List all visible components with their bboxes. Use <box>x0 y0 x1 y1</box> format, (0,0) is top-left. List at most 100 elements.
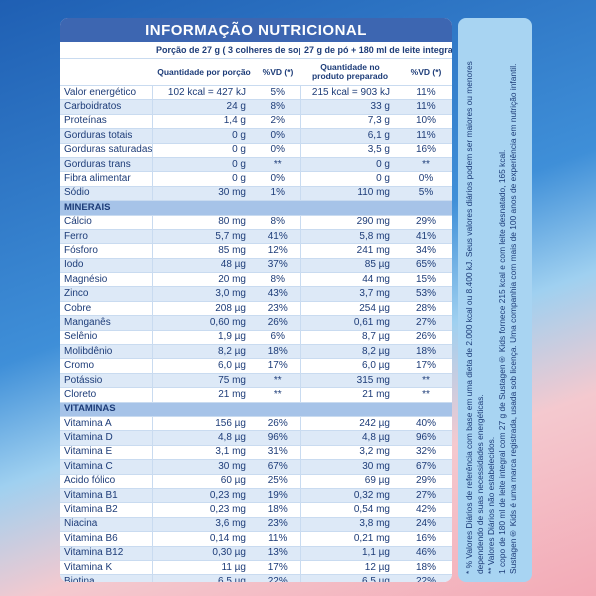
nutrient-value: 48 µg <box>152 258 256 274</box>
nutrient-value: 102 kcal = 427 kJ <box>152 85 256 101</box>
footnote-panel: * % Valores Diários de referência com ba… <box>458 18 532 582</box>
nutrient-name: Niacina <box>60 517 153 533</box>
nutrient-row: Fósforo 85 mg 12% 241 mg 34% <box>60 243 452 259</box>
nutrient-name: Carboidratos <box>60 99 153 115</box>
column-header: %VD (*) <box>400 58 452 86</box>
section-title: MINERAIS <box>60 200 452 216</box>
nutrient-row: Gorduras trans 0 g ** 0 g ** <box>60 157 452 173</box>
nutrient-value: 37% <box>256 258 301 274</box>
nutrient-name: Vitamina B6 <box>60 531 153 547</box>
nutrient-value: ** <box>256 373 301 389</box>
nutrient-value: 11% <box>400 128 452 144</box>
nutrient-value: 0 g <box>300 171 400 187</box>
nutrient-value: 15% <box>400 272 452 288</box>
nutrient-value: 3,5 g <box>300 143 400 158</box>
nutrient-row: Vitamina B12 0,30 µg 13% 1,1 µg 46% <box>60 546 452 561</box>
nutrient-value: 96% <box>400 430 452 446</box>
section-row: MINERAIS <box>60 200 452 216</box>
nutrient-value: 29% <box>400 474 452 489</box>
nutrient-value: 208 µg <box>152 301 256 317</box>
nutrient-row: Cromo 6,0 µg 17% 6,0 µg 17% <box>60 358 452 374</box>
nutrient-value: 18% <box>256 502 301 518</box>
nutrient-name: Vitamina E <box>60 445 153 461</box>
nutrient-name: Gorduras totais <box>60 128 153 144</box>
nutrient-value: 3,0 mg <box>152 286 256 302</box>
nutrient-value: 28% <box>400 301 452 317</box>
column-header: %VD (*) <box>256 58 300 86</box>
nutrient-name: Gorduras trans <box>60 157 153 173</box>
nutrient-value: 2% <box>256 114 301 130</box>
nutrient-value: 0 g <box>152 157 256 173</box>
nutrient-row: Niacina 3,6 mg 23% 3,8 mg 24% <box>60 517 452 533</box>
nutrient-row: Cálcio 80 mg 8% 290 mg 29% <box>60 215 452 230</box>
nutrient-value: 0,32 mg <box>300 488 400 504</box>
nutrient-row: Carboidratos 24 g 8% 33 g 11% <box>60 99 452 115</box>
nutrient-value: 24 g <box>152 99 256 115</box>
nutrient-value: 110 mg <box>300 186 400 202</box>
nutrient-value: 0% <box>256 171 301 187</box>
nutrient-name: Fibra alimentar <box>60 171 153 187</box>
nutrient-value: 16% <box>400 143 452 158</box>
nutrient-value: 85 mg <box>152 243 256 259</box>
nutrient-row: Vitamina B2 0,23 mg 18% 0,54 mg 42% <box>60 502 452 518</box>
nutrient-value: 8,7 µg <box>300 330 400 346</box>
nutrient-name: Proteínas <box>60 114 153 130</box>
nutrient-row: Sódio 30 mg 1% 110 mg 5% <box>60 186 452 202</box>
nutrient-value: 27% <box>400 488 452 504</box>
nutrient-value: 31% <box>256 445 301 461</box>
nutrient-value: 46% <box>400 546 452 561</box>
nutrient-value: 5% <box>400 186 452 202</box>
nutrient-name: Biotina <box>60 574 153 582</box>
nutrient-value: 3,8 mg <box>300 517 400 533</box>
nutrient-value: 26% <box>256 315 301 331</box>
nutrient-value: 17% <box>256 560 301 576</box>
nutrient-value: 242 µg <box>300 416 400 432</box>
nutrient-row: Potássio 75 mg ** 315 mg ** <box>60 373 452 389</box>
nutrition-panel: INFORMAÇÃO NUTRICIONAL Porção de 27 g ( … <box>60 18 452 582</box>
nutrient-value: 25% <box>256 474 301 489</box>
nutrient-value: 0,30 µg <box>152 546 256 561</box>
nutrient-value: 8% <box>256 215 301 230</box>
nutrient-name: Magnésio <box>60 272 153 288</box>
nutrient-row: Vitamina B6 0,14 mg 11% 0,21 mg 16% <box>60 531 452 547</box>
nutrient-value: 22% <box>256 574 301 582</box>
nutrient-value: 67% <box>256 459 301 475</box>
nutrient-value: 0% <box>256 128 301 144</box>
nutrient-value: 4,8 µg <box>300 430 400 446</box>
nutrient-name: Vitamina C <box>60 459 153 475</box>
footnote: * % Valores Diários de referência com ba… <box>464 61 485 574</box>
nutrient-value: 11% <box>400 99 452 115</box>
nutrient-value: 21 mg <box>152 387 256 403</box>
nutrient-name: Valor energético <box>60 85 153 101</box>
nutrient-row: Vitamina B1 0,23 mg 19% 0,32 mg 27% <box>60 488 452 504</box>
nutrient-name: Vitamina B12 <box>60 546 153 561</box>
nutrient-value: 30 mg <box>152 459 256 475</box>
nutrient-value: 96% <box>256 430 301 446</box>
nutrient-value: 24% <box>400 517 452 533</box>
nutrient-value: 27% <box>400 315 452 331</box>
nutrient-row: Molibdênio 8,2 µg 18% 8,2 µg 18% <box>60 344 452 360</box>
nutrient-value: 3,2 mg <box>300 445 400 461</box>
nutrient-value: 26% <box>256 416 301 432</box>
nutrient-value: 41% <box>256 229 301 245</box>
nutrient-name: Ácido fólico <box>60 474 153 489</box>
nutrient-value: 6,0 µg <box>300 358 400 374</box>
nutrient-value: 11% <box>256 531 301 547</box>
nutrient-name: Fósforo <box>60 243 153 259</box>
nutrient-row: Vitamina K 11 µg 17% 12 µg 18% <box>60 560 452 576</box>
nutrient-value: 20 mg <box>152 272 256 288</box>
nutrient-value: 1,9 µg <box>152 330 256 346</box>
nutrient-row: Cobre 208 µg 23% 254 µg 28% <box>60 301 452 317</box>
nutrient-row: Cloreto 21 mg ** 21 mg ** <box>60 387 452 403</box>
nutrient-value: 0 g <box>152 143 256 158</box>
nutrient-row: Biotina 6,5 µg 22% 6,5 µg 22% <box>60 574 452 582</box>
serving-header: Porção de 27 g ( 3 colheres de sopa) <box>152 42 300 59</box>
nutrient-value: 29% <box>400 215 452 230</box>
nutrient-value: 6,5 µg <box>300 574 400 582</box>
footnotes: * % Valores Diários de referência com ba… <box>464 26 526 574</box>
nutrient-value: 11% <box>400 85 452 101</box>
nutrient-row: Gorduras totais 0 g 0% 6,1 g 11% <box>60 128 452 144</box>
nutrient-value: 8% <box>256 99 301 115</box>
nutrient-value: ** <box>256 157 301 173</box>
